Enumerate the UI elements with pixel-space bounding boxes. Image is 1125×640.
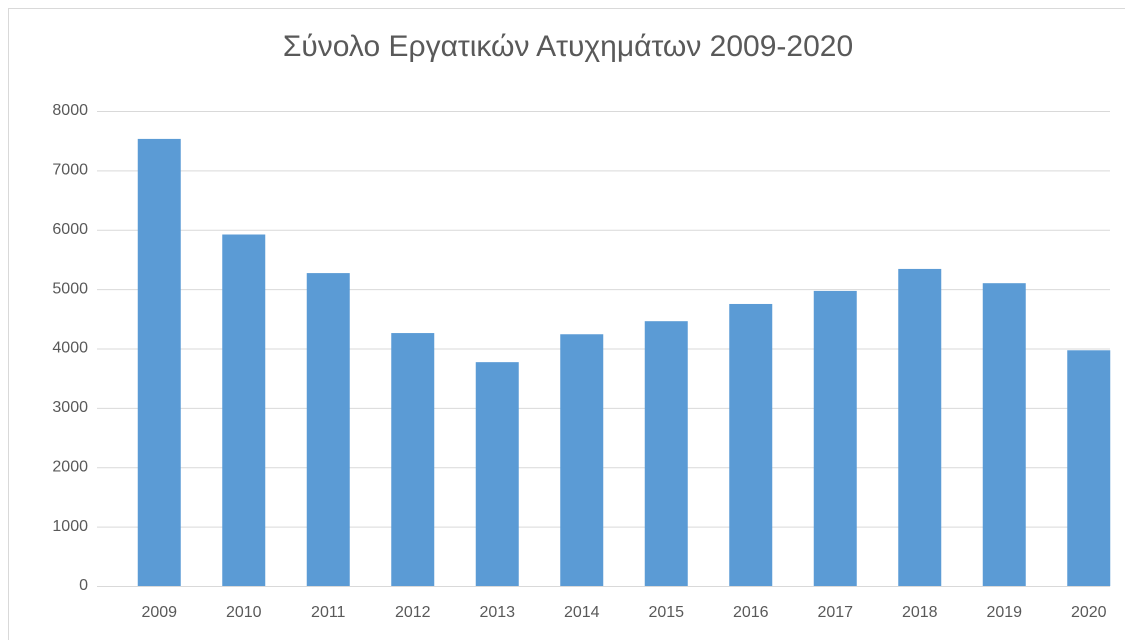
y-tick-label: 5000 xyxy=(52,280,88,297)
x-tick-label: 2015 xyxy=(648,604,684,621)
y-tick-label: 3000 xyxy=(52,399,88,416)
x-tick-label: 2018 xyxy=(902,604,938,621)
y-tick-label: 6000 xyxy=(52,221,88,238)
x-tick-label: 2020 xyxy=(1071,604,1107,621)
bar xyxy=(982,283,1026,586)
bar xyxy=(898,268,942,586)
bar xyxy=(729,303,773,586)
bar xyxy=(560,334,604,586)
x-tick-label: 2012 xyxy=(395,604,431,621)
x-tick-label: 2013 xyxy=(479,604,515,621)
bar xyxy=(644,321,688,586)
bar xyxy=(222,234,266,586)
bar xyxy=(137,138,181,586)
y-tick-label: 7000 xyxy=(52,162,88,179)
x-tick-label: 2016 xyxy=(733,604,769,621)
y-tick-label: 1000 xyxy=(52,518,88,535)
x-tick-label: 2019 xyxy=(986,604,1022,621)
x-tick-label: 2009 xyxy=(141,604,177,621)
y-tick-label: 8000 xyxy=(52,102,88,119)
x-tick-label: 2017 xyxy=(817,604,853,621)
bar xyxy=(475,362,519,586)
bar xyxy=(306,273,350,586)
y-tick-label: 0 xyxy=(79,577,88,594)
x-tick-label: 2014 xyxy=(564,604,600,621)
bar xyxy=(813,290,857,586)
bar xyxy=(1067,350,1111,586)
chart-title: Σύνολο Εργατικών Ατυχημάτων 2009-2020 xyxy=(283,30,853,63)
y-tick-label: 2000 xyxy=(52,458,88,475)
x-tick-label: 2011 xyxy=(311,604,346,621)
x-tick-label: 2010 xyxy=(226,604,262,621)
y-tick-label: 4000 xyxy=(52,340,88,357)
bar xyxy=(391,333,435,586)
